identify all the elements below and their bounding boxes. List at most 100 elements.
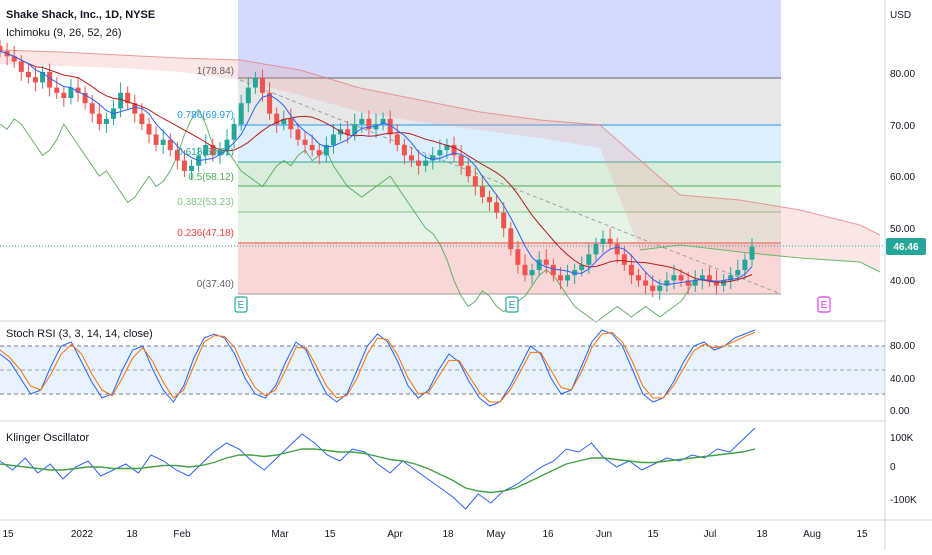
candle-body	[600, 238, 606, 244]
candle-body	[295, 129, 301, 140]
chikou-line-path	[0, 108, 696, 323]
chart-title: Shake Shack, Inc., 1D, NYSE	[6, 9, 155, 21]
candle-body	[529, 270, 535, 276]
fib-label-0618: 0.618(63.01)	[177, 147, 234, 158]
candle-body	[267, 92, 273, 114]
stoch-line-k	[0, 329, 756, 407]
time-axis[interactable]: 15 2022 18 Feb Mar 15 Apr 18 May 16 Jun …	[2, 529, 868, 540]
fib-label-05: 0.5(58.12)	[188, 172, 234, 183]
earnings-marker-3[interactable]: E	[817, 296, 831, 313]
candle-body	[643, 280, 649, 286]
candle-body	[380, 118, 386, 125]
earnings-marker-1[interactable]: E	[234, 296, 248, 313]
candle-body	[501, 212, 507, 229]
candle-body	[508, 228, 514, 250]
candle-body	[40, 71, 46, 83]
candle-body	[11, 56, 17, 62]
candle-body	[401, 144, 407, 156]
candle-body	[650, 285, 656, 291]
earnings-marker-2[interactable]: E	[505, 296, 519, 313]
candle-body	[25, 71, 31, 78]
candle-body	[345, 129, 351, 135]
fib-zone-above	[238, 0, 781, 78]
candle-body	[487, 197, 493, 203]
klinger-tick: 100K	[890, 433, 914, 444]
candle-body	[572, 270, 578, 276]
candle-body	[217, 150, 223, 156]
candle-body	[479, 186, 485, 198]
candle-body	[685, 280, 691, 286]
candle-body	[742, 259, 748, 271]
klinger-tick: -100K	[890, 495, 917, 506]
candle-body	[323, 144, 329, 156]
candle-body	[302, 139, 308, 145]
time-tick: 18	[756, 529, 768, 540]
candle-body	[728, 275, 734, 281]
candle-body	[281, 118, 287, 125]
svg-text:E: E	[509, 300, 516, 311]
candle-body	[387, 118, 393, 135]
fib-trend-line	[239, 79, 782, 295]
stoch-tick: 40.00	[890, 374, 915, 385]
price-tick: 50.00	[890, 224, 915, 235]
current-price-badge: 46.46	[886, 238, 926, 255]
stoch-series	[0, 329, 756, 407]
candle-body	[259, 78, 265, 93]
candle-body	[316, 150, 322, 156]
fib-label-1: 1(78.84)	[197, 66, 234, 77]
currency-label: USD	[890, 10, 911, 21]
candle-body	[472, 176, 478, 187]
fib-labels: 1(78.84) 0.786(69.97) 0.618(63.01) 0.5(5…	[177, 66, 234, 290]
fib-zone-4	[238, 186, 781, 212]
candle-body	[75, 87, 81, 93]
time-tick: 15	[647, 529, 659, 540]
candle-body	[82, 92, 88, 104]
klinger-legend[interactable]: Klinger Oscillator	[6, 432, 89, 444]
candle-body	[714, 280, 720, 286]
time-tick: Jul	[704, 529, 717, 540]
candle-body	[132, 103, 138, 114]
tenkan-line-path	[0, 50, 753, 286]
candle-body	[437, 150, 443, 156]
fib-label-0: 0(37.40)	[197, 279, 234, 290]
ichimoku-legend[interactable]: Ichimoku (9, 26, 52, 26)	[6, 27, 122, 39]
candle-body	[664, 280, 670, 286]
time-tick: Aug	[803, 529, 821, 540]
candle-body	[550, 264, 556, 276]
candle-body	[423, 160, 429, 166]
candle-body	[238, 103, 244, 125]
stoch-rsi-pane[interactable]: Stoch RSI (3, 3, 14, 14, close)	[0, 328, 885, 407]
candle-body	[245, 87, 251, 104]
candle-body	[579, 264, 585, 271]
candle-body	[167, 139, 173, 151]
time-tick: 18	[442, 529, 454, 540]
candle-body	[366, 118, 372, 130]
candle-body	[252, 78, 258, 88]
candle-body	[210, 144, 216, 156]
svg-text:E: E	[821, 300, 828, 311]
candle-body	[416, 160, 422, 166]
price-pane[interactable]: 1(78.84) 0.786(69.97) 0.618(63.01) 0.5(5…	[0, 0, 885, 323]
candle-body	[47, 71, 53, 88]
candle-body	[494, 202, 500, 213]
candle-body	[153, 134, 159, 145]
stoch-line-d	[0, 331, 756, 403]
candle-body	[54, 87, 60, 93]
klinger-pane[interactable]: Klinger Oscillator	[0, 427, 756, 510]
candle-body	[536, 259, 542, 271]
time-tick: Jun	[596, 529, 612, 540]
ichimoku-cloud	[0, 50, 880, 272]
price-axis[interactable]: USD 80.00 70.00 60.00 50.00 40.00 80.00 …	[890, 10, 917, 506]
price-tick: 60.00	[890, 172, 915, 183]
candle-body	[621, 254, 627, 265]
candle-body	[359, 118, 365, 125]
candle-body	[103, 118, 109, 125]
candle-body	[451, 144, 457, 156]
time-tick: 2022	[71, 529, 94, 540]
candle-body	[224, 139, 230, 151]
fib-zone-6	[238, 243, 781, 294]
stoch-legend[interactable]: Stoch RSI (3, 3, 14, 14, close)	[6, 328, 153, 340]
time-tick: 18	[126, 529, 138, 540]
candle-body	[699, 275, 705, 281]
